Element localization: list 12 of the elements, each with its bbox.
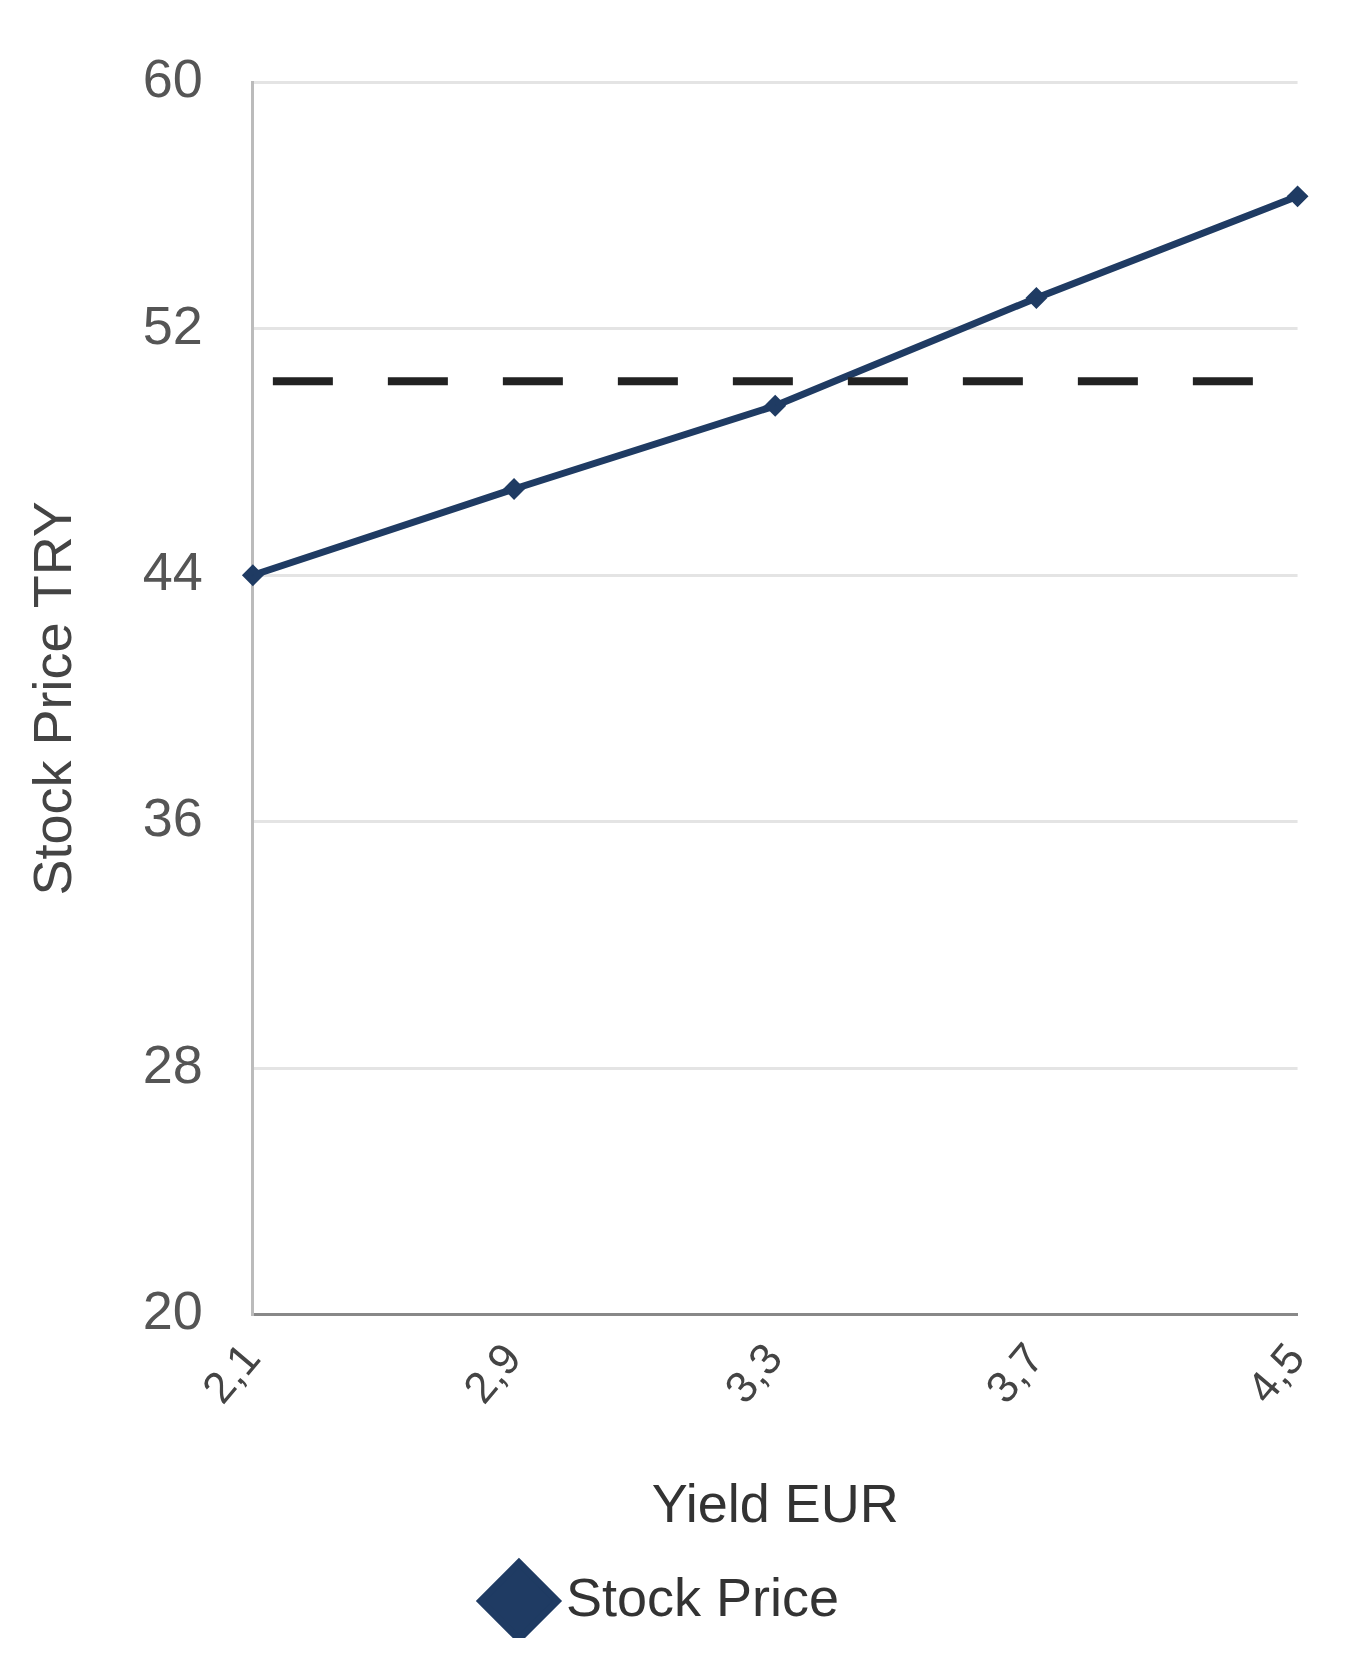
x-tick-label: 2,9 xyxy=(453,1333,531,1412)
legend-label: Stock Price xyxy=(565,1566,840,1627)
y-tick-label: 36 xyxy=(142,787,203,848)
y-tick-label: 52 xyxy=(142,294,203,355)
x-tick-label: 4,5 xyxy=(1236,1333,1314,1412)
x-tick-label: 3,3 xyxy=(714,1333,792,1412)
x-axis-title: Yield EUR xyxy=(651,1473,899,1534)
x-tick-label: 3,7 xyxy=(975,1333,1053,1412)
y-tick-label: 60 xyxy=(142,48,203,109)
y-axis-title: Stock Price TRY xyxy=(22,501,83,896)
y-tick-label: 44 xyxy=(142,541,203,602)
y-tick-label: 28 xyxy=(142,1033,203,1094)
